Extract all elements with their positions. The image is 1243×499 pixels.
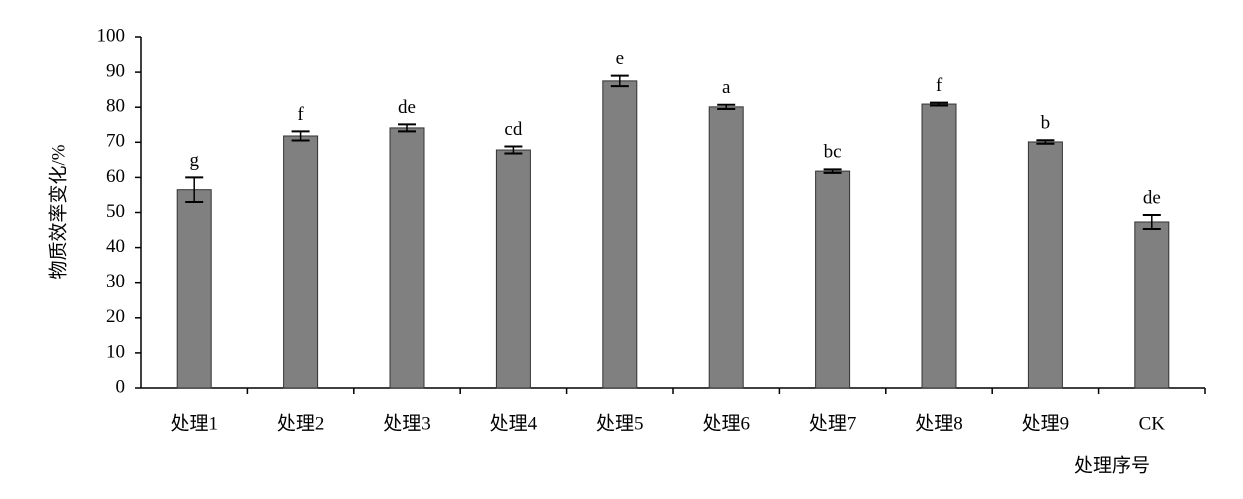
significance-label: cd bbox=[504, 119, 522, 140]
significance-label: de bbox=[1143, 187, 1161, 208]
y-tick-label: 60 bbox=[106, 166, 125, 187]
y-tick-label: 100 bbox=[97, 25, 126, 46]
y-tick-label: 70 bbox=[106, 131, 125, 152]
x-tick-label: 处理5 bbox=[596, 412, 644, 434]
bar bbox=[1134, 221, 1170, 389]
bar bbox=[176, 189, 212, 389]
y-tick-label: 10 bbox=[106, 341, 125, 362]
y-tick-label: 90 bbox=[106, 60, 125, 81]
x-axis-title: 处理序号 bbox=[1074, 454, 1150, 476]
y-tick-label: 30 bbox=[106, 271, 125, 292]
x-tick-label: 处理3 bbox=[383, 412, 431, 434]
y-axis-title: 物质效率变化/% bbox=[47, 144, 69, 279]
x-tick-label: 处理2 bbox=[277, 412, 325, 434]
x-tick-label: 处理7 bbox=[809, 412, 857, 434]
significance-label: a bbox=[722, 77, 731, 98]
bar bbox=[495, 149, 531, 389]
significance-label: de bbox=[398, 97, 416, 118]
bar bbox=[283, 135, 319, 389]
y-tick-label: 20 bbox=[106, 306, 125, 327]
x-tick-label: 处理6 bbox=[702, 412, 750, 434]
x-tick-label: 处理8 bbox=[915, 412, 963, 434]
significance-label: f bbox=[936, 75, 943, 96]
bar bbox=[389, 127, 425, 389]
x-tick-label: 处理1 bbox=[170, 412, 218, 434]
y-tick-label: 80 bbox=[106, 96, 125, 117]
x-tick-label: 处理9 bbox=[1022, 412, 1070, 434]
y-tick-label: 0 bbox=[116, 376, 126, 397]
x-tick-label: 处理4 bbox=[490, 412, 538, 434]
bar bbox=[602, 80, 638, 389]
significance-label: b bbox=[1041, 113, 1051, 134]
bar bbox=[708, 106, 744, 389]
significance-label: e bbox=[616, 48, 624, 69]
significance-label: g bbox=[189, 150, 199, 171]
x-tick-label: CK bbox=[1139, 413, 1166, 434]
bar bbox=[1027, 141, 1063, 389]
y-tick-label: 50 bbox=[106, 201, 125, 222]
bar bbox=[815, 170, 851, 389]
significance-label: bc bbox=[824, 142, 842, 163]
significance-label: f bbox=[297, 104, 304, 125]
bar bbox=[921, 103, 957, 389]
y-tick-label: 40 bbox=[106, 236, 125, 257]
